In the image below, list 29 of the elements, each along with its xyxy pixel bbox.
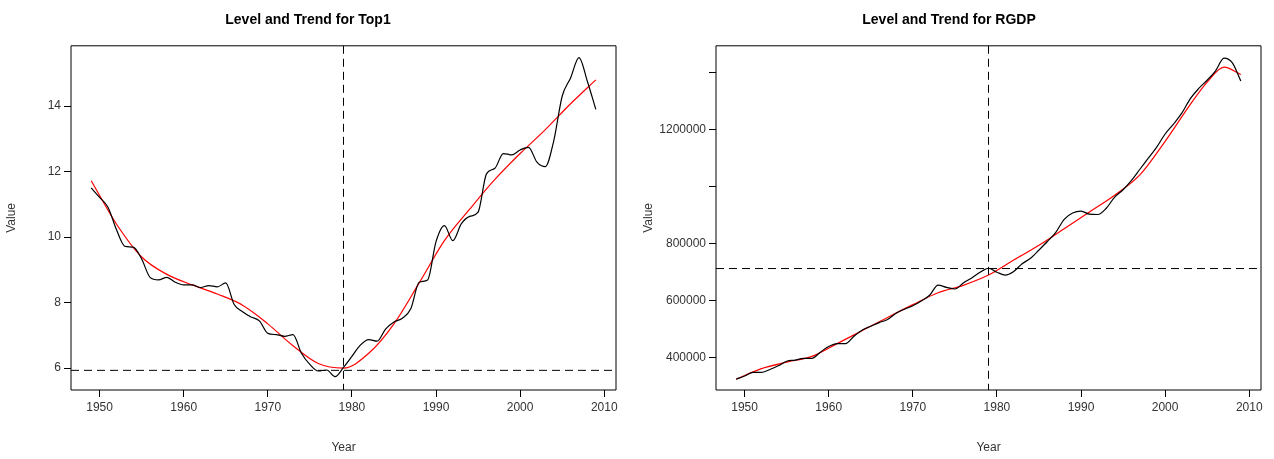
x-tick-label: 1980: [983, 399, 1011, 414]
y-tick-label: 14: [47, 98, 62, 113]
x-tick-label: 1990: [422, 399, 450, 414]
chart-title: Level and Trend for Top1: [225, 11, 391, 28]
y-tick-label: 6: [54, 360, 62, 375]
y-tick-label: 10: [47, 229, 62, 244]
x-axis-title: Year: [976, 440, 1001, 455]
x-tick-label: 2000: [1151, 399, 1179, 414]
x-tick-label: 1950: [731, 399, 759, 414]
y-tick-label: 1200000: [659, 122, 707, 137]
y-tick-label: 600000: [665, 292, 707, 307]
chart-title: Level and Trend for RGDP: [862, 11, 1036, 28]
x-tick-label: 1980: [338, 399, 366, 414]
y-tick-label: 800000: [665, 235, 707, 250]
x-tick-label: 1970: [899, 399, 927, 414]
y-tick-label: 12: [47, 163, 62, 178]
y-tick-label: 8: [54, 294, 62, 309]
x-tick-label: 2010: [590, 399, 618, 414]
x-tick-label: 1950: [86, 399, 114, 414]
x-tick-label: 1970: [254, 399, 282, 414]
x-tick-label: 2000: [506, 399, 534, 414]
x-tick-label: 1990: [1067, 399, 1095, 414]
x-tick-label: 2010: [1235, 399, 1263, 414]
y-axis-title: Value: [640, 202, 655, 233]
y-tick-label: 400000: [665, 349, 707, 364]
x-axis-title: Year: [331, 440, 356, 455]
x-tick-label: 1960: [815, 399, 843, 414]
y-axis-title: Value: [3, 202, 18, 233]
x-tick-label: 1960: [170, 399, 198, 414]
